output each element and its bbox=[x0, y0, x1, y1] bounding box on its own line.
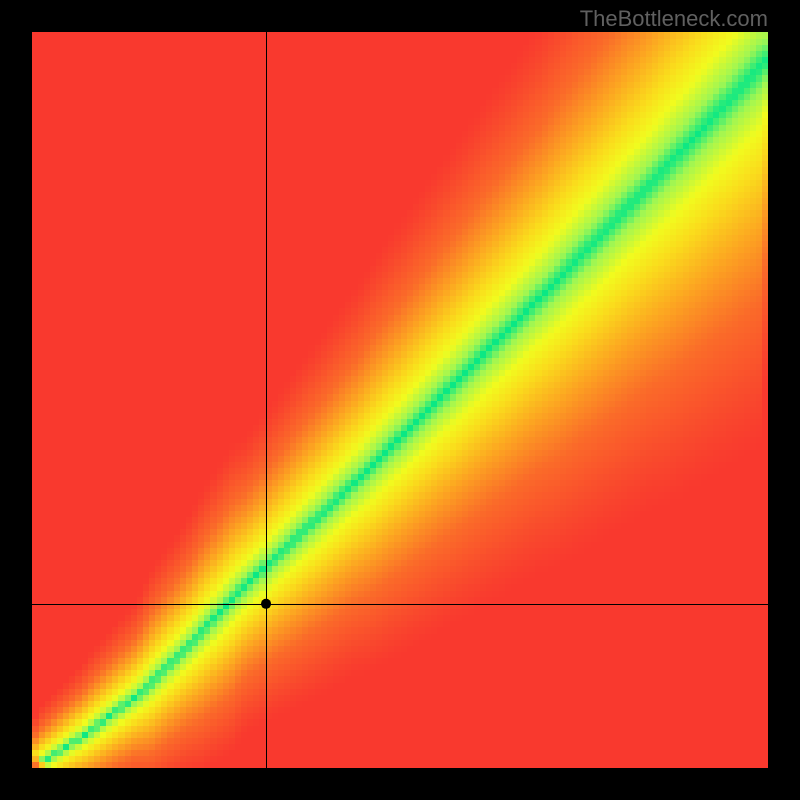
watermark-text: TheBottleneck.com bbox=[580, 6, 768, 32]
bottleneck-heatmap bbox=[32, 32, 768, 768]
chart-container: TheBottleneck.com bbox=[0, 0, 800, 800]
